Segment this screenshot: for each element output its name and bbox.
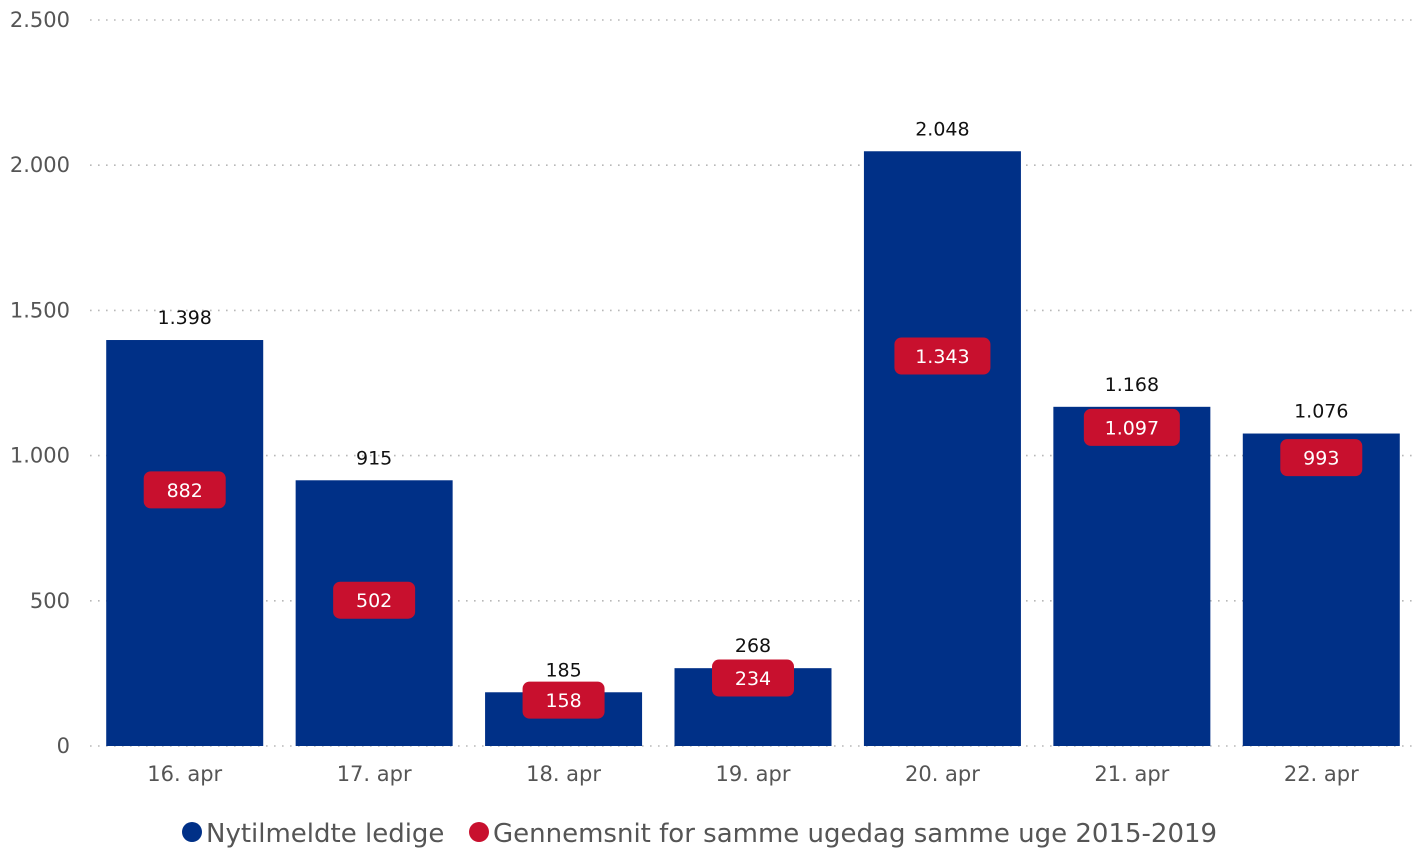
- avg-marker: [1280, 439, 1363, 477]
- avg-value-label: 1.343: [915, 346, 969, 368]
- bar-nytilmeldte: [863, 151, 1021, 746]
- bar-value-label: 1.398: [158, 307, 212, 329]
- avg-value-label: 1.097: [1105, 417, 1159, 439]
- bar-nytilmeldte: [106, 340, 264, 746]
- legend-label-nytilmeldte: Nytilmeldte ledige: [206, 819, 444, 849]
- legend-label-gennemsnit: Gennemsnit for samme ugedag samme uge 20…: [493, 819, 1217, 849]
- legend: Nytilmeldte ledige Gennemsnit for samme …: [182, 819, 1217, 849]
- bar-value-label: 268: [735, 635, 771, 657]
- avg-marker: [1083, 408, 1180, 446]
- x-tick-label: 16. apr: [147, 762, 222, 786]
- avg-value-label: 502: [356, 590, 392, 612]
- legend-marker-nytilmeldte: [182, 822, 202, 842]
- y-tick-label: 2.000: [10, 153, 70, 177]
- avg-value-label: 882: [167, 480, 203, 502]
- avg-value-label: 158: [545, 690, 581, 712]
- y-tick-label: 500: [30, 589, 70, 613]
- bar-value-label: 2.048: [915, 118, 969, 140]
- x-tick-label: 20. apr: [905, 762, 980, 786]
- y-tick-label: 2.500: [10, 8, 70, 32]
- y-axis-ticks: 0 500 1.000 1.500 2.000 2.500: [10, 8, 70, 758]
- x-tick-label: 22. apr: [1284, 762, 1359, 786]
- x-tick-label: 17. apr: [337, 762, 412, 786]
- bar-nytilmeldte: [1053, 406, 1211, 746]
- avg-value-label: 234: [735, 668, 771, 690]
- x-tick-label: 21. apr: [1094, 762, 1169, 786]
- x-axis-ticks: 16. apr 17. apr 18. apr 19. apr 20. apr 21. a…: [147, 762, 1359, 786]
- bar-value-label: 185: [545, 659, 581, 681]
- avg-value-label: 993: [1303, 448, 1339, 470]
- bar-value-label: 915: [356, 447, 392, 469]
- x-tick-label: 19. apr: [716, 762, 791, 786]
- bar-value-label: 1.076: [1294, 401, 1348, 423]
- y-tick-label: 1.000: [10, 444, 70, 468]
- avg-marker: [333, 581, 416, 619]
- bar-value-label: 1.168: [1105, 374, 1159, 396]
- y-tick-label: 1.500: [10, 298, 70, 322]
- bar-nytilmeldte: [1242, 433, 1400, 746]
- avg-marker: [894, 337, 991, 375]
- avg-marker: [522, 681, 605, 719]
- data-labels: 1.398 882 915 502 185 158 268 234 2.048 1.343 1.16…: [143, 118, 1363, 719]
- bars: [106, 151, 1400, 746]
- legend-marker-gennemsnit: [469, 822, 489, 842]
- y-tick-label: 0: [57, 734, 70, 758]
- avg-marker: [143, 471, 226, 509]
- x-tick-label: 18. apr: [526, 762, 601, 786]
- avg-marker: [712, 659, 794, 697]
